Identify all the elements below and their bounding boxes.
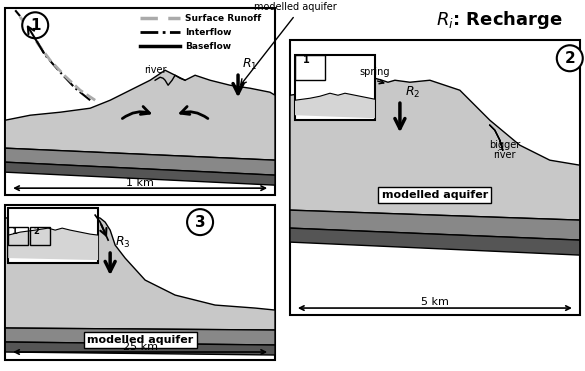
Bar bbox=[8, 227, 28, 245]
Bar bbox=[295, 55, 325, 80]
Polygon shape bbox=[5, 148, 275, 175]
Text: river: river bbox=[144, 65, 166, 75]
Bar bbox=[5, 205, 275, 360]
Text: 1: 1 bbox=[11, 227, 17, 236]
Polygon shape bbox=[5, 342, 275, 355]
Text: modelled aquifer: modelled aquifer bbox=[382, 190, 488, 200]
Text: river: river bbox=[494, 150, 516, 160]
Circle shape bbox=[22, 12, 48, 38]
Text: 5 km: 5 km bbox=[421, 297, 449, 307]
Text: 2: 2 bbox=[565, 51, 575, 66]
Text: modelled aquifer: modelled aquifer bbox=[87, 335, 193, 345]
Bar bbox=[295, 55, 375, 120]
Text: $R_2$: $R_2$ bbox=[405, 85, 420, 100]
Text: $R_3$: $R_3$ bbox=[115, 235, 130, 250]
Text: $R_1$: $R_1$ bbox=[242, 57, 257, 72]
Polygon shape bbox=[5, 70, 275, 160]
Text: 3: 3 bbox=[195, 214, 205, 230]
Polygon shape bbox=[290, 210, 580, 240]
Text: 1: 1 bbox=[303, 55, 309, 65]
Text: Interflow: Interflow bbox=[185, 28, 232, 37]
Circle shape bbox=[557, 45, 583, 71]
Polygon shape bbox=[290, 228, 580, 255]
Text: 25 km: 25 km bbox=[123, 342, 157, 352]
Bar bbox=[290, 40, 580, 315]
Text: bigger: bigger bbox=[489, 140, 521, 150]
Text: 1 km: 1 km bbox=[126, 178, 154, 188]
Text: 2: 2 bbox=[33, 227, 39, 236]
Text: spring: spring bbox=[360, 67, 390, 77]
Polygon shape bbox=[5, 328, 275, 345]
Polygon shape bbox=[8, 228, 98, 260]
Text: Surface Runoff: Surface Runoff bbox=[185, 14, 261, 23]
Bar bbox=[8, 208, 98, 263]
Text: Baseflow: Baseflow bbox=[185, 42, 231, 51]
Circle shape bbox=[187, 209, 213, 235]
Polygon shape bbox=[5, 213, 275, 330]
Polygon shape bbox=[290, 78, 580, 220]
Polygon shape bbox=[295, 93, 375, 118]
Bar bbox=[30, 227, 50, 245]
Bar bbox=[5, 8, 275, 195]
Text: modelled aquifer: modelled aquifer bbox=[254, 2, 336, 12]
Text: 1: 1 bbox=[30, 18, 40, 33]
Text: $R_i$: Recharge: $R_i$: Recharge bbox=[436, 9, 563, 31]
Polygon shape bbox=[5, 162, 275, 185]
